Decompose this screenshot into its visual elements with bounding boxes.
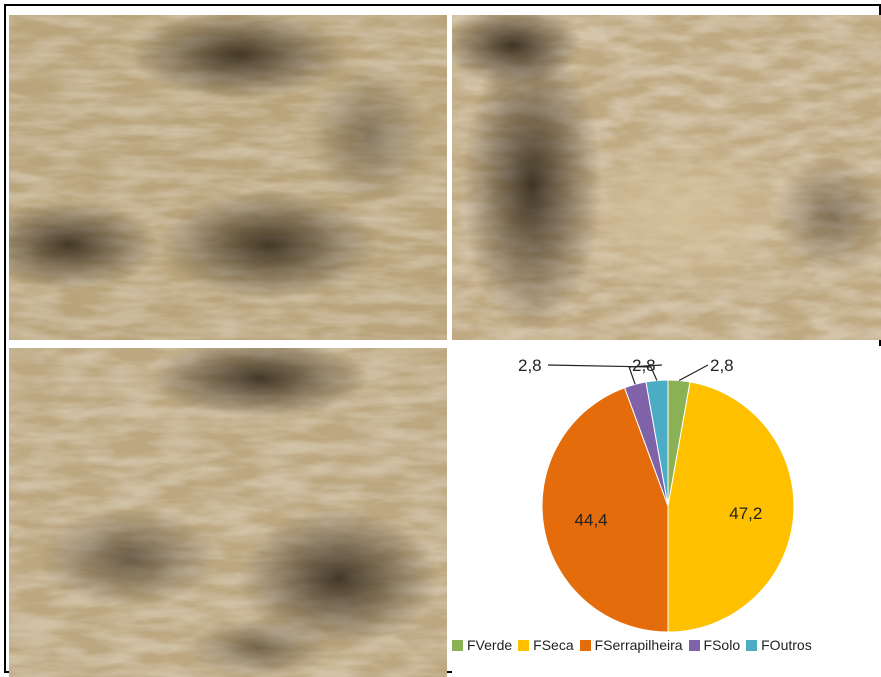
legend-swatch: [579, 639, 591, 651]
legend-swatch: [452, 639, 463, 651]
legend-item-foutros: FOutros: [746, 637, 812, 653]
legend-label: FSerrapilheira: [594, 637, 683, 653]
legend-label: FOutros: [761, 637, 812, 653]
leader-line-fverde: [678, 364, 709, 382]
dry-grass-image: [9, 348, 447, 677]
legend-swatch: [518, 639, 530, 651]
pasture-photo-2: [452, 15, 881, 340]
pasture-photo-1: [9, 15, 447, 340]
data-label-fverde: 2,8: [710, 356, 734, 375]
legend-item-fseca: FSeca: [518, 637, 574, 653]
legend-label: FSolo: [703, 637, 741, 653]
pie-chart-svg: 2,8 47,2 44,4 2,8 2,8: [518, 356, 795, 633]
pie-chart: 2,8 47,2 44,4 2,8 2,8 FVerde FSeca FSerrapilhe…: [452, 346, 881, 677]
leader-line-foutros: [547, 364, 658, 381]
legend-label: FVerde: [467, 637, 513, 653]
data-label-fserrapilheira: 44,4: [575, 511, 608, 530]
pasture-photo-3: [9, 348, 447, 677]
legend-item-fverde: FVerde: [452, 637, 512, 653]
legend-item-fserrapilheira: FSerrapilheira: [579, 637, 683, 653]
chart-legend: FVerde FSeca FSerrapilheira FSolo FOutros: [452, 637, 881, 661]
legend-swatch: [688, 639, 700, 651]
legend-label: FSeca: [533, 637, 574, 653]
pie-slice-fseca: [667, 381, 795, 633]
data-label-fseca: 47,2: [729, 504, 762, 523]
dry-grass-image: [452, 15, 881, 340]
legend-swatch: [746, 639, 758, 651]
pie-slice-fserrapilheira: [541, 387, 669, 633]
legend-item-fsolo: FSolo: [688, 637, 741, 653]
data-label-fsolo: 2,8: [632, 356, 656, 375]
dry-grass-image: [9, 15, 447, 340]
data-label-foutros: 2,8: [518, 356, 542, 375]
